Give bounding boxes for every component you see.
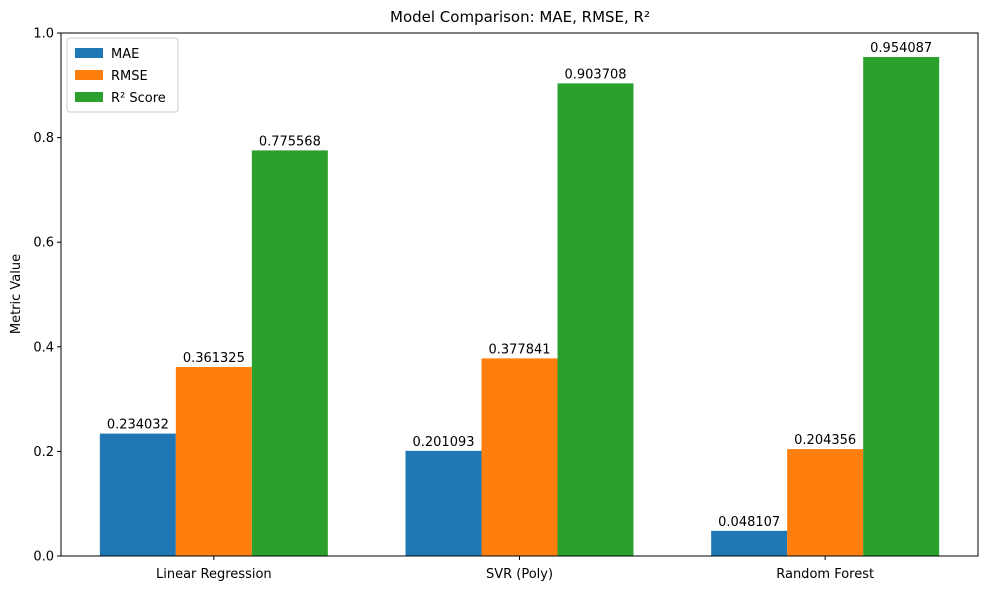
plot-frame: [60, 32, 979, 557]
bar-value-label: 0.954087: [870, 41, 932, 56]
bar-rmse-3: [787, 449, 864, 556]
legend-label: R² Score: [111, 91, 166, 106]
bar-value-label: 0.048107: [718, 515, 780, 530]
bar-value-label: 0.234032: [107, 418, 169, 433]
chart-title: Model Comparison: MAE, RMSE, R²: [390, 8, 650, 26]
y-tick-label: 0.8: [33, 131, 54, 146]
x-tick-label: SVR (Poly): [486, 567, 553, 582]
bar-rmse-2: [481, 358, 558, 556]
bar-value-label: 0.201093: [412, 435, 474, 450]
bar-mae-2: [405, 450, 482, 556]
bar-r-score-3: [863, 57, 940, 556]
bar-value-label: 0.361325: [183, 351, 245, 366]
x-tick-label: Linear Regression: [156, 567, 272, 582]
x-tick-label: Random Forest: [776, 567, 874, 582]
bar-value-label: 0.204356: [794, 433, 856, 448]
y-tick-label: 0.4: [33, 340, 54, 355]
bar-value-label: 0.903708: [564, 67, 626, 82]
bar-rmse-1: [175, 367, 252, 556]
bar-r-score-2: [557, 83, 634, 556]
bar-mae-3: [711, 530, 788, 556]
legend-swatch: [75, 70, 103, 80]
y-axis-label: Metric Value: [9, 254, 24, 334]
legend-swatch: [75, 48, 103, 58]
y-tick-label: 0.0: [33, 550, 54, 565]
legend: MAE RMSE R² Score: [66, 37, 179, 113]
legend-label: RMSE: [111, 69, 148, 84]
bar-r-score-1: [251, 150, 328, 556]
y-tick-label: 0.2: [33, 445, 54, 460]
legend-swatch: [75, 92, 103, 102]
bar-value-label: 0.377841: [488, 342, 550, 357]
legend-label: MAE: [111, 47, 139, 62]
bar-mae-1: [99, 433, 176, 556]
y-tick-label: 1.0: [33, 27, 54, 42]
y-tick-label: 0.6: [33, 236, 54, 251]
plot-area: 0.234032 0.361325 0.775568 Linear Regressio…: [33, 27, 979, 582]
bar-value-label: 0.775568: [259, 134, 321, 149]
